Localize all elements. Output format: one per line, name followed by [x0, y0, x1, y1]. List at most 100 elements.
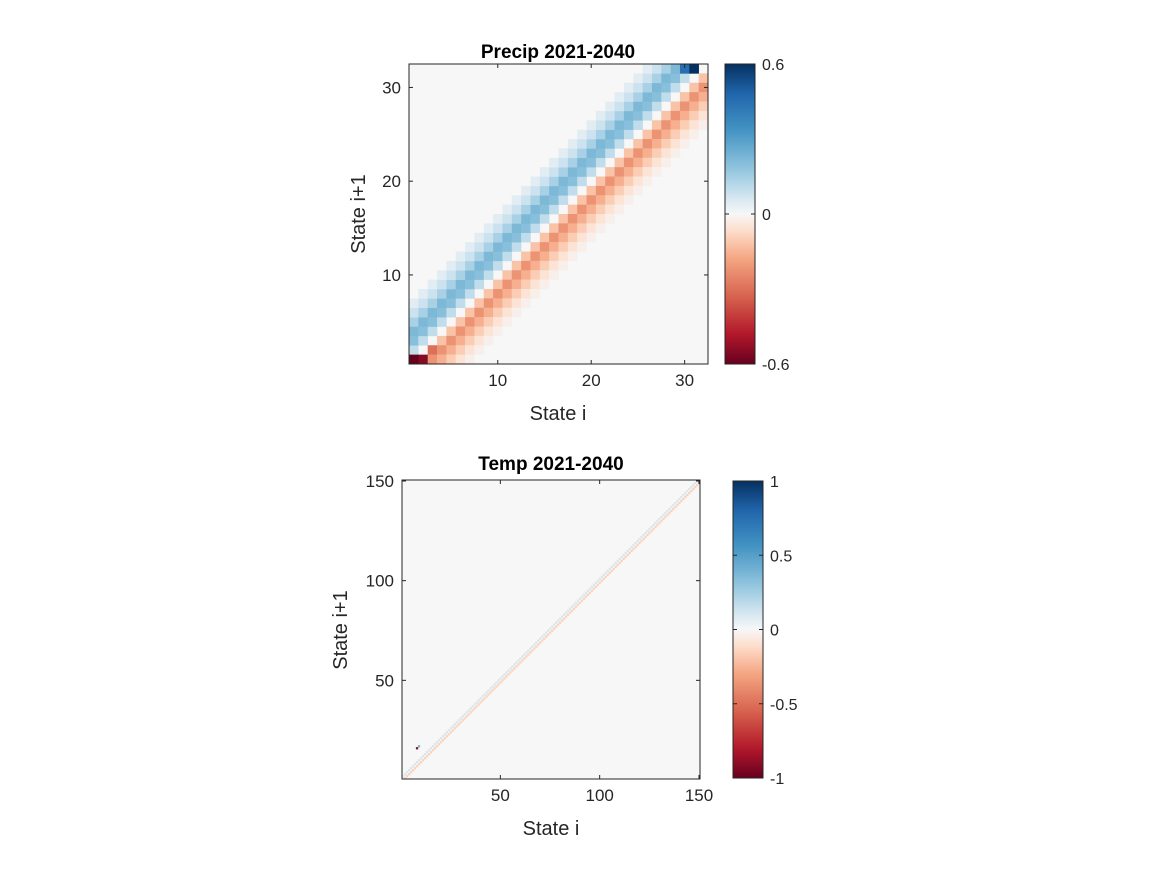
- temp-cell: [535, 645, 538, 648]
- precip-cell: [698, 120, 709, 130]
- temp-cell: [457, 723, 460, 726]
- precip-cell: [455, 335, 466, 346]
- precip-cell: [698, 92, 709, 102]
- precip-cell: [530, 242, 541, 252]
- temp-cbtick-label: -0.5: [770, 697, 798, 714]
- temp-cell: [664, 511, 667, 515]
- temp-cell: [676, 503, 679, 507]
- precip-cell: [670, 64, 681, 74]
- precip-cell: [427, 326, 438, 337]
- precip-cell: [642, 101, 653, 112]
- precip-cell: [511, 260, 522, 271]
- precip-cell: [455, 289, 466, 299]
- temp-colorbar-ticks: -1 -0.5 0 0.5 1: [733, 474, 798, 788]
- precip-cell: [483, 289, 494, 299]
- precip-cell: [651, 129, 662, 140]
- temp-heatmap: [402, 480, 701, 780]
- temp-cell: [674, 505, 677, 509]
- precip-cell: [567, 157, 578, 168]
- temp-cell: [622, 553, 625, 557]
- temp-cell: [632, 547, 635, 551]
- precip-cell: [577, 176, 587, 187]
- temp-cell: [521, 659, 524, 662]
- precip-cell: [689, 64, 699, 74]
- temp-cell: [564, 615, 568, 618]
- precip-cell: [670, 82, 681, 93]
- temp-cell: [453, 727, 456, 730]
- temp-cell: [505, 671, 508, 674]
- temp-cell: [566, 613, 570, 616]
- precip-cell: [595, 185, 606, 196]
- precip-chart: Precip 2021-2040 10 20 30 10 20 30 State i St…: [348, 42, 790, 425]
- precip-cell: [530, 260, 541, 271]
- precip-cell: [605, 167, 615, 177]
- precip-cell: [567, 176, 578, 187]
- precip-cell: [493, 279, 503, 290]
- temp-cell: [590, 585, 594, 588]
- precip-cell: [661, 157, 671, 168]
- temp-cell: [688, 491, 691, 495]
- precip-cell: [595, 195, 606, 205]
- precip-cell: [437, 279, 447, 290]
- precip-cell: [698, 73, 709, 84]
- precip-cell: [633, 101, 643, 112]
- precip-cell: [511, 279, 522, 290]
- temp-cell: [425, 755, 429, 758]
- temp-cell: [409, 771, 413, 774]
- precip-cell: [409, 298, 419, 309]
- precip-cell: [595, 120, 606, 130]
- temp-cell: [409, 767, 413, 770]
- temp-cell: [558, 621, 562, 624]
- precip-cell: [455, 317, 466, 327]
- precip-cell: [661, 82, 671, 93]
- precip-cell: [642, 73, 653, 84]
- temp-cell: [451, 725, 454, 728]
- temp-cell: [630, 549, 633, 553]
- precip-cell: [409, 335, 419, 346]
- temp-cell: [443, 733, 447, 736]
- temp-cell: [475, 701, 478, 704]
- temp-cell: [429, 751, 433, 754]
- precip-cell: [474, 345, 485, 355]
- temp-cell: [517, 663, 520, 666]
- temp-cell: [678, 501, 681, 505]
- precip-ytick-label: 30: [382, 78, 401, 97]
- temp-cell: [477, 699, 480, 702]
- precip-cell: [586, 223, 597, 234]
- precip-cell: [418, 335, 428, 346]
- precip-cell: [465, 307, 475, 318]
- precip-cell: [558, 260, 569, 271]
- precip-cell: [530, 279, 541, 290]
- temp-cell: [483, 693, 486, 696]
- temp-cell: [445, 735, 448, 738]
- precip-cell: [642, 64, 653, 74]
- precip-cell: [689, 82, 699, 93]
- precip-cell: [493, 251, 503, 262]
- temp-cell: [674, 501, 677, 505]
- precip-cell: [483, 242, 494, 252]
- precip-cell: [549, 232, 559, 243]
- temp-cell: [608, 571, 611, 574]
- temp-cell: [403, 777, 407, 780]
- precip-cell: [530, 251, 541, 262]
- precip-cell: [493, 232, 503, 243]
- temp-cell: [435, 745, 439, 748]
- precip-cell: [558, 223, 569, 234]
- precip-cell: [633, 139, 643, 149]
- temp-cell: [435, 741, 439, 744]
- temp-cell: [489, 691, 492, 694]
- precip-heatmap: [409, 64, 709, 365]
- temp-cell: [606, 569, 609, 572]
- temp-cell: [582, 593, 586, 596]
- precip-cell: [549, 260, 559, 271]
- temp-cell: [648, 527, 651, 531]
- temp-cell: [519, 661, 522, 664]
- precip-cell: [483, 317, 494, 327]
- precip-cell: [521, 279, 531, 290]
- precip-cell: [670, 110, 681, 121]
- precip-cell: [567, 148, 578, 159]
- temp-cell: [493, 683, 496, 686]
- temp-cell: [445, 731, 448, 734]
- temp-cell: [568, 607, 572, 610]
- precip-cell: [595, 223, 606, 234]
